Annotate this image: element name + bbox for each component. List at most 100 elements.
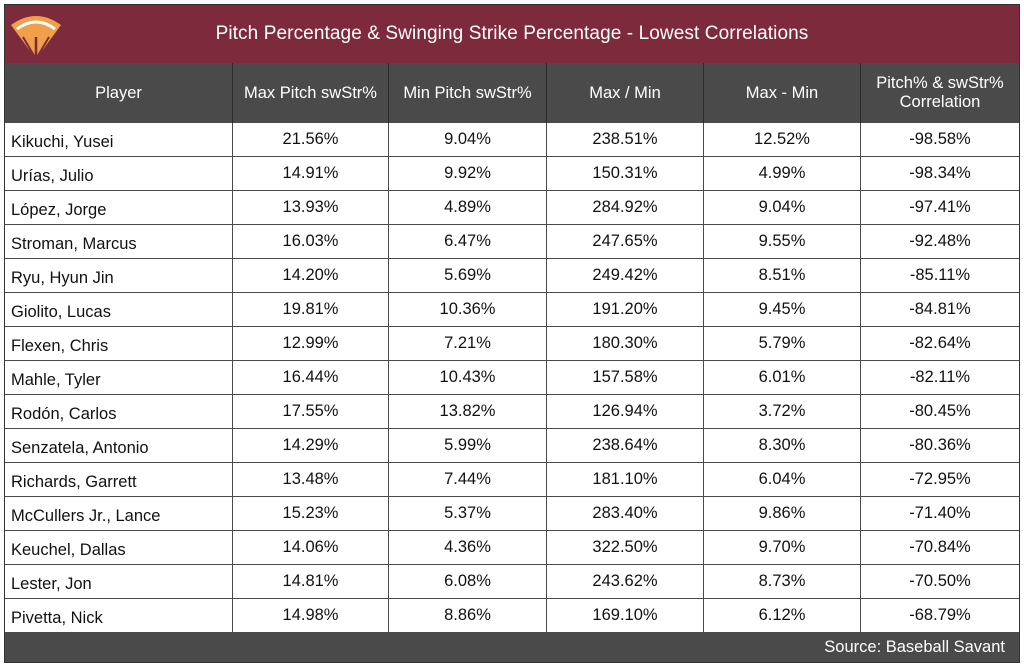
player-cell: McCullers Jr., Lance [5,497,233,530]
max-minus-min-cell: 4.99% [704,157,861,190]
max-over-min-cell: 238.51% [547,123,704,156]
player-cell: Richards, Garrett [5,463,233,496]
min-pitch-cell: 10.43% [389,361,547,394]
min-pitch-cell: 8.86% [389,599,547,632]
min-pitch-cell: 4.36% [389,531,547,564]
max-minus-min-cell: 5.79% [704,327,861,360]
min-pitch-cell: 6.47% [389,225,547,258]
min-pitch-cell: 7.21% [389,327,547,360]
player-cell: López, Jorge [5,191,233,224]
player-cell: Kikuchi, Yusei [5,123,233,156]
max-minus-min-cell: 8.73% [704,565,861,598]
min-pitch-cell: 6.08% [389,565,547,598]
table-row: Mahle, Tyler 16.44% 10.43% 157.58% 6.01% -82.… [5,361,1019,395]
table-frame: Pitch Percentage & Swinging Strike Perce… [4,4,1020,663]
column-header-max-minus-min: Max - Min [704,63,861,123]
max-minus-min-cell: 9.04% [704,191,861,224]
max-pitch-cell: 15.23% [233,497,389,530]
column-header-max-over-min: Max / Min [547,63,704,123]
max-over-min-cell: 191.20% [547,293,704,326]
max-pitch-cell: 14.98% [233,599,389,632]
max-over-min-cell: 181.10% [547,463,704,496]
max-over-min-cell: 126.94% [547,395,704,428]
table-row: Kikuchi, Yusei 21.56% 9.04% 238.51% 12.52% -9… [5,123,1019,157]
table-row: Richards, Garrett 13.48% 7.44% 181.10% 6.04%… [5,463,1019,497]
max-over-min-cell: 238.64% [547,429,704,462]
min-pitch-cell: 5.37% [389,497,547,530]
max-minus-min-cell: 6.01% [704,361,861,394]
table-row: Giolito, Lucas 19.81% 10.36% 191.20% 9.45% -8… [5,293,1019,327]
max-minus-min-cell: 8.51% [704,259,861,292]
column-header-player: Player [5,63,233,123]
correlation-cell: -85.11% [909,266,971,284]
max-pitch-cell: 14.20% [233,259,389,292]
max-pitch-cell: 13.48% [233,463,389,496]
table-row: McCullers Jr., Lance 15.23% 5.37% 283.40% 9.… [5,497,1019,531]
player-cell: Pivetta, Nick [5,599,233,632]
title-bar: Pitch Percentage & Swinging Strike Perce… [5,5,1019,63]
baseball-field-icon [11,16,61,60]
player-cell: Urías, Julio [5,157,233,190]
table-body: Kikuchi, Yusei 21.56% 9.04% 238.51% 12.52% -9… [5,123,1019,633]
min-pitch-cell: 9.04% [389,123,547,156]
player-cell: Flexen, Chris [5,327,233,360]
correlation-cell: -98.34% [909,164,971,182]
max-pitch-cell: 14.91% [233,157,389,190]
table-row: Rodón, Carlos 17.55% 13.82% 126.94% 3.72% -80… [5,395,1019,429]
correlation-cell: -98.58% [909,130,971,148]
max-over-min-cell: 157.58% [547,361,704,394]
column-header-correlation: Pitch% & swStr% Correlation [876,74,1004,111]
correlation-cell: -80.45% [909,402,971,420]
column-header-min-pitch: Min Pitch swStr% [389,63,547,123]
player-cell: Senzatela, Antonio [5,429,233,462]
max-pitch-cell: 14.29% [233,429,389,462]
table-row: López, Jorge 13.93% 4.89% 284.92% 9.04% -97.4… [5,191,1019,225]
max-minus-min-cell: 8.30% [704,429,861,462]
max-pitch-cell: 19.81% [233,293,389,326]
min-pitch-cell: 10.36% [389,293,547,326]
max-over-min-cell: 249.42% [547,259,704,292]
min-pitch-cell: 9.92% [389,157,547,190]
min-pitch-cell: 7.44% [389,463,547,496]
player-cell: Rodón, Carlos [5,395,233,428]
max-pitch-cell: 14.81% [233,565,389,598]
max-minus-min-cell: 6.12% [704,599,861,632]
max-pitch-cell: 21.56% [233,123,389,156]
footer-bar: Source: Baseball Savant [5,633,1019,662]
max-over-min-cell: 243.62% [547,565,704,598]
min-pitch-cell: 13.82% [389,395,547,428]
table-title: Pitch Percentage & Swinging Strike Perce… [215,23,809,44]
correlation-cell: -82.11% [909,368,971,386]
table-row: Lester, Jon 14.81% 6.08% 243.62% 8.73% -70.50… [5,565,1019,599]
max-minus-min-cell: 6.04% [704,463,861,496]
min-pitch-cell: 4.89% [389,191,547,224]
player-cell: Lester, Jon [5,565,233,598]
player-cell: Giolito, Lucas [5,293,233,326]
table-row: Keuchel, Dallas 14.06% 4.36% 322.50% 9.70% -7… [5,531,1019,565]
correlation-cell: -97.41% [909,198,971,216]
max-pitch-cell: 14.06% [233,531,389,564]
max-over-min-cell: 247.65% [547,225,704,258]
table-row: Ryu, Hyun Jin 14.20% 5.69% 249.42% 8.51% -85.… [5,259,1019,293]
player-cell: Mahle, Tyler [5,361,233,394]
max-minus-min-cell: 9.70% [704,531,861,564]
table-row: Flexen, Chris 12.99% 7.21% 180.30% 5.79% -82.… [5,327,1019,361]
max-minus-min-cell: 12.52% [704,123,861,156]
player-cell: Keuchel, Dallas [5,531,233,564]
correlation-cell: -82.64% [909,334,971,352]
max-pitch-cell: 16.44% [233,361,389,394]
max-minus-min-cell: 3.72% [704,395,861,428]
table-row: Pivetta, Nick 14.98% 8.86% 169.10% 6.12% -68.… [5,599,1019,633]
table-row: Senzatela, Antonio 14.29% 5.99% 238.64% 8.30… [5,429,1019,463]
correlation-cell: -68.79% [909,606,971,624]
player-cell: Stroman, Marcus [5,225,233,258]
max-over-min-cell: 322.50% [547,531,704,564]
correlation-cell: -70.50% [909,572,971,590]
max-over-min-cell: 284.92% [547,191,704,224]
max-over-min-cell: 180.30% [547,327,704,360]
correlation-cell: -71.40% [909,504,971,522]
min-pitch-cell: 5.99% [389,429,547,462]
table-row: Urías, Julio 14.91% 9.92% 150.31% 4.99% -98.3… [5,157,1019,191]
max-pitch-cell: 17.55% [233,395,389,428]
correlation-cell: -84.81% [909,300,971,318]
